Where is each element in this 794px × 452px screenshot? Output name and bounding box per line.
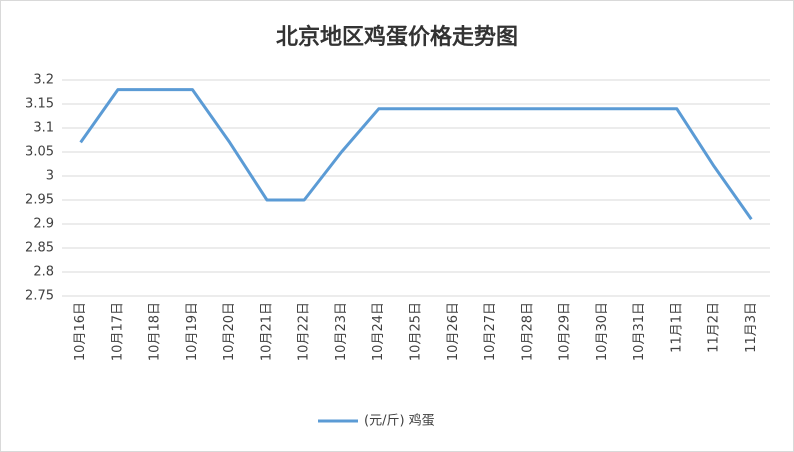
chart-title: 北京地区鸡蛋价格走势图 [276,24,518,50]
y-tick-label: 3 [46,169,54,184]
x-tick-label: 10月22日 [297,302,312,361]
x-tick-label: 10月31日 [632,302,647,361]
x-tick-label: 11月1日 [669,302,684,353]
x-tick-label: 10月19日 [185,302,200,361]
y-tick-label: 3.2 [33,73,54,88]
x-tick-label: 10月17日 [110,302,125,361]
x-tick-label: 10月28日 [520,302,535,361]
x-tick-label: 11月2日 [707,302,722,353]
y-tick-label: 2.95 [25,193,54,208]
x-tick-label: 11月3日 [744,302,759,353]
x-tick-label: 10月18日 [148,302,163,361]
y-tick-label: 2.9 [33,217,54,232]
y-tick-label: 3.05 [25,145,54,160]
data-line [79,88,753,221]
x-tick-label: 10月16日 [73,302,88,361]
y-tick-label: 2.85 [25,241,54,256]
y-tick-label: 3.15 [25,97,54,112]
legend-label: (元/斤) 鸡蛋 [364,413,435,429]
x-tick-label: 10月24日 [371,302,386,361]
y-tick-label: 3.1 [33,121,54,136]
y-tick-label: 2.8 [33,265,54,280]
x-tick-label: 10月23日 [334,302,349,361]
x-tick-label: 10月30日 [595,302,610,361]
x-tick-label: 10月27日 [483,302,498,361]
y-tick-label: 2.75 [25,289,54,304]
x-tick-label: 10月25日 [409,302,424,361]
x-tick-label: 10月21日 [259,302,274,361]
x-tick-label: 10月26日 [446,302,461,361]
x-tick-label: 10月20日 [222,302,237,361]
x-tick-label: 10月29日 [558,302,573,361]
